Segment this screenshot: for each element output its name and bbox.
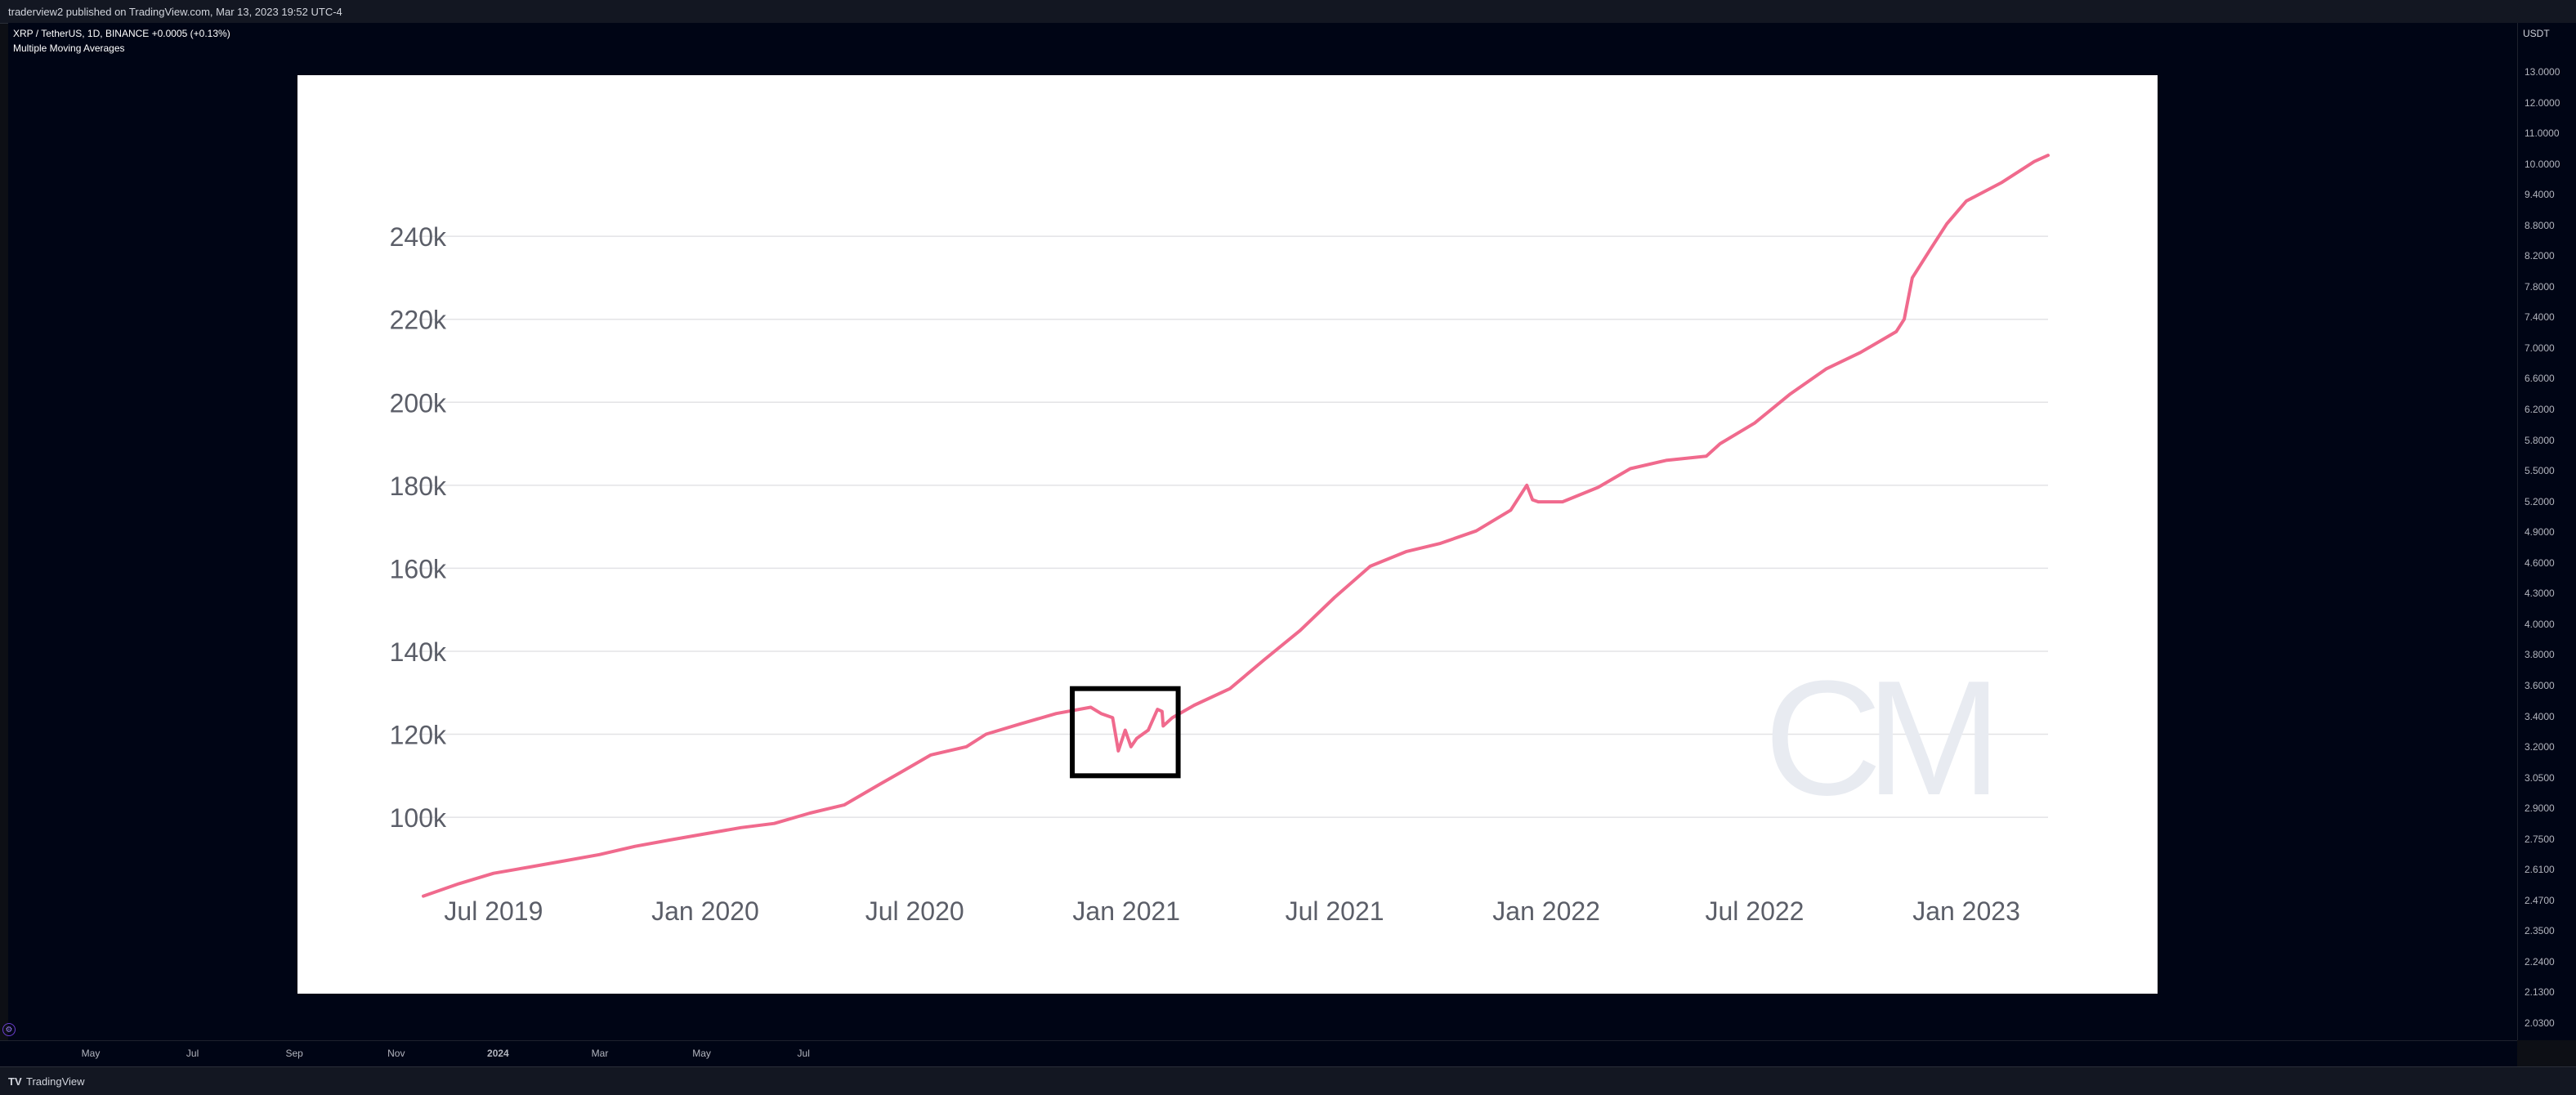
x-tick-label: Jul 2022 [1705,896,1804,926]
price-axis-label: 3.2000 [2525,741,2555,753]
price-axis-label: 8.8000 [2525,219,2555,231]
price-axis-label: 10.0000 [2525,158,2560,170]
price-axis-label: 5.2000 [2525,495,2555,507]
price-axis-label: 2.2400 [2525,955,2555,968]
price-axis-label: 13.0000 [2525,66,2560,78]
x-tick-label: Jan 2023 [1912,896,2020,926]
price-axis-label: 2.0300 [2525,1017,2555,1029]
time-axis[interactable]: May Jul Sep Nov 2024 Mar May Jul [0,1040,2517,1067]
time-axis-label: Nov [387,1048,405,1059]
highlight-box [1070,686,1181,779]
time-axis-label: 2024 [487,1048,509,1059]
series-line [422,154,2050,898]
price-axis-label: 9.4000 [2525,189,2555,201]
price-axis-label: 7.4000 [2525,311,2555,324]
time-axis-label: Jul [797,1048,810,1059]
x-tick-label: Jul 2020 [865,896,964,926]
top-bar: traderview2 published on TradingView.com… [0,0,2576,24]
price-axis-label: 5.8000 [2525,434,2555,446]
price-axis-label: 3.8000 [2525,649,2555,661]
time-axis-label: Jul [186,1048,199,1059]
x-tick-label: Jan 2020 [651,896,759,926]
indicator-legend[interactable]: Multiple Moving Averages [13,42,125,54]
price-axis-label: 11.0000 [2525,127,2560,140]
y-tick-label: 100k [390,803,447,833]
price-axis-label: 6.6000 [2525,373,2555,385]
price-axis-label: 2.6100 [2525,864,2555,876]
tradingview-brand: TradingView [26,1075,85,1088]
y-tick-label: 140k [390,637,447,667]
footer: TV TradingView [0,1066,2576,1095]
x-tick-label: Jul 2019 [444,896,543,926]
price-axis-label: 4.9000 [2525,526,2555,539]
price-axis-label: 2.9000 [2525,802,2555,815]
price-axis-currency: USDT [2523,28,2550,39]
price-axis-label: 7.0000 [2525,342,2555,354]
price-axis-label: 4.3000 [2525,588,2555,600]
price-axis-label: 2.3500 [2525,925,2555,937]
time-axis-label: May [81,1048,101,1059]
price-axis-label: 2.7500 [2525,833,2555,845]
price-axis-label: 6.2000 [2525,404,2555,416]
price-axis-label: 12.0000 [2525,96,2560,109]
x-tick-label: Jul 2021 [1286,896,1384,926]
price-axis-label: 4.6000 [2525,556,2555,569]
price-axis-label: 7.8000 [2525,280,2555,293]
publish-info: traderview2 published on TradingView.com… [8,6,342,18]
y-tick-label: 240k [390,222,447,252]
x-tick-label: Jan 2022 [1492,896,1600,926]
time-axis-label: Sep [285,1048,303,1059]
chart-svg: 100k 120k 140k 160k 180k 200k 220k 240k Jul 2019… [390,154,2050,926]
price-axis-label: 3.6000 [2525,679,2555,691]
price-axis-label: 5.5000 [2525,465,2555,477]
price-axis-label: 3.0500 [2525,771,2555,784]
symbol-legend[interactable]: XRP / TetherUS, 1D, BINANCE +0.0005 (+0.… [13,28,230,39]
price-axis-label: 2.1300 [2525,986,2555,999]
y-tick-label: 120k [390,721,447,750]
y-tick-label: 160k [390,554,447,583]
price-axis-label: 4.0000 [2525,618,2555,630]
price-axis-label: 2.4700 [2525,894,2555,906]
y-tick-label: 200k [390,388,447,418]
time-axis-label: Mar [591,1048,609,1059]
y-tick-label: 180k [390,472,447,501]
price-axis[interactable]: USDT 13.0000 12.0000 11.0000 10.0000 9.4000 8.… [2517,23,2576,1040]
x-tick-label: Jan 2021 [1072,896,1180,926]
time-axis-label: May [692,1048,711,1059]
price-axis-label: 8.2000 [2525,250,2555,262]
price-axis-label: 3.4000 [2525,710,2555,722]
watermark-logo: CM [1764,647,1988,829]
pasted-chart-image: 100k 120k 140k 160k 180k 200k 220k 240k Jul 2019… [297,75,2158,994]
y-tick-label: 220k [390,306,447,335]
tradingview-logo-icon: TV [8,1075,22,1088]
settings-icon[interactable]: ⚙ [2,1023,16,1036]
